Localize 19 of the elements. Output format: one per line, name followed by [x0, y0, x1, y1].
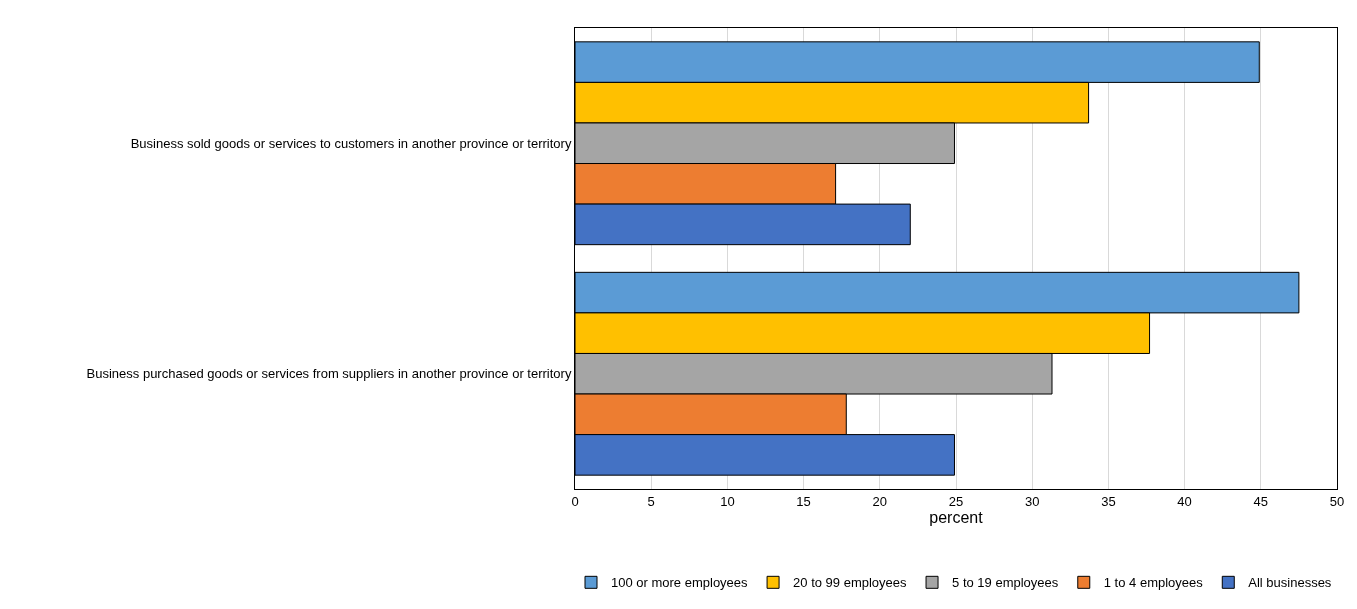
y-tick-label: Business purchased goods or services from suppliers in another province or territory	[86, 366, 572, 382]
x-tick-label: 35	[1101, 493, 1116, 509]
x-tick-label: 0	[571, 493, 579, 509]
legend-label: 1 to 4 employees	[1103, 575, 1204, 591]
x-tick-label: 40	[1177, 493, 1192, 509]
x-tick-label: 15	[796, 493, 811, 509]
legend-label: 100 or more employees	[611, 575, 749, 591]
x-tick-label: 30	[1024, 493, 1040, 509]
x-axis-title: percent	[929, 508, 984, 526]
y-tick-label: Business sold goods or services to customers in another province or territory	[130, 135, 572, 151]
legend-label: All businesses	[1248, 575, 1332, 591]
x-tick-label: 45	[1253, 493, 1269, 509]
x-tick-label: 20	[872, 493, 888, 509]
x-tick-label: 25	[948, 493, 964, 509]
legend-label: 20 to 99 employees	[793, 575, 908, 591]
x-tick-label: 5	[647, 493, 655, 509]
x-tick-label: 10	[720, 493, 735, 509]
legend-label: 5 to 19 employees	[952, 575, 1059, 591]
x-tick-label: 50	[1329, 493, 1345, 509]
